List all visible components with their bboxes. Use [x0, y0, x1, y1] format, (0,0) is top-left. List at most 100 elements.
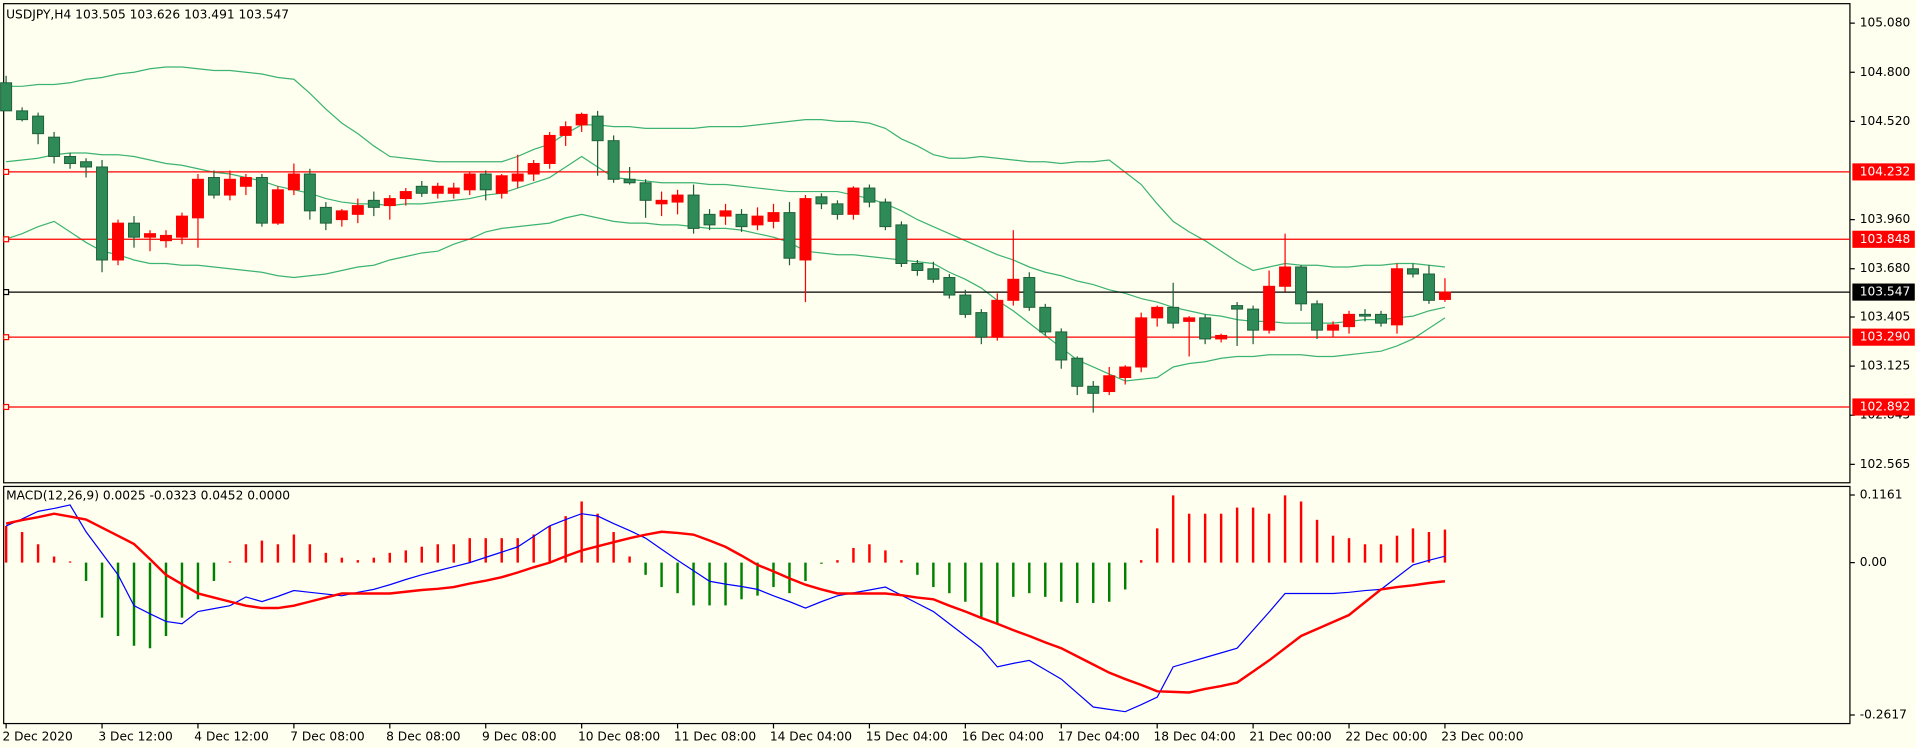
- candle-body: [1359, 313, 1372, 317]
- level-label: 103.290: [1860, 330, 1911, 344]
- candle-body: [1438, 291, 1451, 300]
- candle-body: [96, 166, 109, 261]
- candle-body: [927, 268, 940, 280]
- level-label: 102.892: [1860, 399, 1911, 413]
- candle-body: [527, 162, 540, 175]
- low-value: 103.491: [184, 7, 235, 21]
- candle-body: [1311, 303, 1324, 331]
- candle-body: [1183, 317, 1196, 322]
- candle-body: [751, 215, 764, 226]
- x-tick-label: 7 Dec 08:00: [290, 730, 364, 744]
- candle-body: [607, 140, 620, 180]
- candle-body: [1422, 273, 1435, 301]
- candle-body: [671, 194, 684, 203]
- candle-body: [799, 198, 812, 261]
- candle-body: [1343, 313, 1356, 328]
- candle-body: [479, 173, 492, 191]
- candle-body: [831, 203, 844, 215]
- candle-body: [591, 115, 604, 142]
- y-tick-label: 0.00: [1860, 555, 1887, 569]
- high-value: 103.626: [130, 7, 181, 21]
- x-tick-label: 21 Dec 00:00: [1249, 730, 1331, 744]
- level-label-box: [1852, 283, 1915, 301]
- candle-body: [735, 213, 748, 228]
- candle-body: [575, 113, 588, 126]
- candle-body: [559, 126, 572, 136]
- candle-body: [863, 187, 876, 203]
- level-label-box: [1852, 328, 1915, 346]
- candle-body: [1007, 278, 1020, 301]
- level-handle: [3, 168, 10, 175]
- candle-body: [1327, 324, 1340, 331]
- open-value: 103.505: [75, 7, 126, 21]
- x-tick-label: 14 Dec 04:00: [770, 730, 852, 744]
- x-tick-label: 9 Dec 08:00: [482, 730, 556, 744]
- candle-body: [112, 222, 125, 261]
- y-tick-label: 0.1161: [1860, 488, 1903, 502]
- x-tick-label: 4 Dec 12:00: [194, 730, 268, 744]
- y-tick-label: 104.520: [1860, 114, 1911, 128]
- candle-body: [1023, 277, 1036, 308]
- candle-body: [1247, 308, 1260, 331]
- macd-line: [5, 504, 1446, 713]
- x-tick-label: 3 Dec 12:00: [98, 730, 172, 744]
- candle-body: [639, 182, 652, 201]
- candle-body: [1199, 317, 1212, 340]
- x-tick-label: 17 Dec 04:00: [1058, 730, 1140, 744]
- y-tick-label: 103.125: [1860, 359, 1911, 373]
- bollinger-lower: [5, 213, 1446, 382]
- candle-body: [975, 312, 988, 338]
- candle-body: [16, 110, 29, 121]
- price-panel: [3, 3, 1851, 484]
- candle-body: [783, 212, 796, 259]
- candle-body: [80, 161, 93, 168]
- candle-body: [1055, 331, 1068, 361]
- candle-body: [207, 177, 220, 196]
- y-tick-label: 102.565: [1860, 457, 1911, 471]
- candle-body: [287, 173, 300, 191]
- candle-body: [895, 224, 908, 264]
- candle-body: [64, 155, 77, 164]
- candle-body: [255, 177, 268, 224]
- candle-body: [703, 213, 716, 226]
- candle-body: [48, 136, 61, 157]
- candle-body: [1167, 306, 1180, 324]
- macd-header: MACD(12,26,9) 0.0025 -0.0323 0.0452 0.00…: [6, 489, 290, 503]
- candle-body: [191, 178, 204, 219]
- y-tick-label: 104.800: [1860, 65, 1911, 79]
- candle-body: [335, 210, 348, 221]
- level-label: 103.848: [1860, 232, 1911, 246]
- candle-body: [431, 185, 444, 194]
- candle-body: [159, 234, 172, 242]
- x-tick-label: 15 Dec 04:00: [866, 730, 948, 744]
- candle-body: [383, 198, 396, 207]
- candle-body: [175, 215, 188, 238]
- level-label-box: [1852, 163, 1915, 181]
- candle-body: [959, 294, 972, 315]
- x-tick-label: 16 Dec 04:00: [962, 730, 1044, 744]
- x-tick-label: 10 Dec 08:00: [578, 730, 660, 744]
- candle-body: [1103, 375, 1116, 393]
- candle-body: [495, 175, 508, 194]
- bollinger-upper: [6, 66, 1446, 272]
- candle-body: [623, 178, 636, 184]
- candle-body: [351, 205, 364, 215]
- candle-body: [879, 201, 892, 228]
- symbol: USDJPY,H4: [6, 7, 71, 21]
- x-tick-label: 22 Dec 00:00: [1345, 730, 1427, 744]
- candle-body: [1375, 313, 1387, 324]
- candle-body: [0, 82, 13, 112]
- candle-body: [991, 299, 1004, 338]
- candle-body: [1071, 357, 1084, 387]
- candle-body: [847, 187, 860, 215]
- level-label: 103.547: [1860, 285, 1911, 299]
- x-tick-label: 11 Dec 08:00: [674, 730, 756, 744]
- level-handle: [3, 236, 10, 243]
- candle-body: [1263, 285, 1276, 331]
- x-tick-label: 8 Dec 08:00: [386, 730, 460, 744]
- y-tick-label: 103.680: [1860, 261, 1911, 275]
- candle-body: [687, 194, 700, 229]
- candle-body: [1135, 317, 1148, 368]
- candle-body: [303, 173, 316, 212]
- x-tick-label: 2 Dec 2020: [2, 730, 72, 744]
